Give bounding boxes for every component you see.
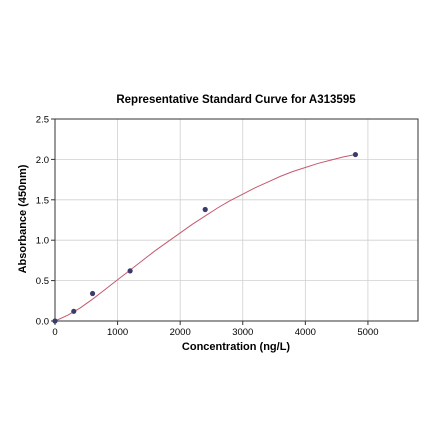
x-tick-label: 3000 [232,327,253,338]
data-point [89,290,96,297]
grid-lines [54,118,418,322]
data-point [352,151,359,158]
plot-frame [54,118,419,322]
chart-title: Representative Standard Curve for A31359… [116,94,356,106]
x-tick-label: 0 [52,327,57,338]
x-tick-label: 4000 [295,327,316,338]
data-point [202,206,208,213]
axis-ticks: 0 1000 2000 3000 4000 5000 0.0 0.5 1.0 1.5 2.0 2.5 [36,115,379,339]
y-tick-label: 0.0 [36,317,49,328]
y-tick-label: 2.5 [36,115,49,126]
x-tick-label: 5000 [357,327,378,338]
y-tick-label: 2.0 [36,155,49,166]
data-point [71,308,77,314]
y-tick-label: 0.5 [36,276,49,287]
data-points [52,151,359,324]
fit-curve [54,154,356,322]
y-axis-title: Absorbance (450nm) [17,164,29,273]
data-point [127,268,133,274]
y-tick-label: 1.5 [36,195,49,206]
data-point [52,318,58,324]
y-tick-label: 1.0 [36,236,49,247]
x-tick-label: 2000 [170,327,191,338]
x-axis-title: Concentration (ng/L) [182,341,290,353]
x-tick-label: 1000 [107,327,128,338]
